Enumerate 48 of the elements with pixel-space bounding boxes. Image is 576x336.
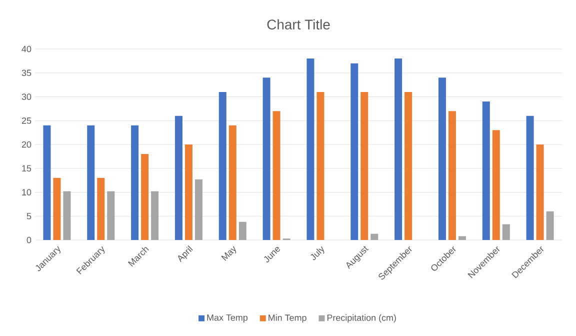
bar xyxy=(448,111,456,240)
y-tick-label: 20 xyxy=(22,141,32,148)
bar xyxy=(107,191,115,240)
y-tick-label: 25 xyxy=(22,117,32,124)
bar xyxy=(404,92,412,240)
bar xyxy=(97,178,105,240)
bar xyxy=(316,92,324,240)
bar xyxy=(63,191,71,240)
bar xyxy=(546,211,554,240)
y-tick-label: 35 xyxy=(22,70,32,76)
bar xyxy=(360,92,368,240)
bar xyxy=(151,191,159,240)
bar xyxy=(174,116,182,240)
bar xyxy=(438,78,446,240)
y-tick-label: 30 xyxy=(22,94,32,100)
bar xyxy=(238,222,246,240)
bar xyxy=(43,125,51,240)
legend-label: Max Temp xyxy=(207,314,248,323)
bar xyxy=(228,125,236,240)
y-tick-label: 5 xyxy=(26,212,32,220)
bar xyxy=(218,92,226,240)
x-tick-label: July xyxy=(310,246,324,260)
bar xyxy=(502,224,510,240)
legend-label: Precipitation (cm) xyxy=(327,314,396,323)
chart-title: Chart Title xyxy=(267,19,330,30)
y-tick-label: 40 xyxy=(22,46,32,52)
bar xyxy=(482,102,490,240)
bar xyxy=(184,144,192,240)
bar xyxy=(458,236,466,240)
bar xyxy=(194,179,202,240)
bar xyxy=(131,125,139,240)
y-tick-label: 10 xyxy=(22,189,32,196)
bar xyxy=(306,58,314,240)
bar xyxy=(350,63,358,240)
x-tick-label: May xyxy=(221,246,236,261)
bar xyxy=(262,78,270,240)
bar xyxy=(87,125,95,240)
bar xyxy=(272,111,280,240)
y-tick-label: 0 xyxy=(26,236,32,244)
bar xyxy=(394,58,402,240)
bar xyxy=(141,154,149,240)
bar xyxy=(53,178,61,240)
y-tick-label: 15 xyxy=(22,165,32,172)
bar xyxy=(492,130,500,240)
bar xyxy=(370,234,378,240)
legend-label: Min Temp xyxy=(268,314,306,323)
bar xyxy=(536,144,544,240)
bar xyxy=(526,116,534,240)
